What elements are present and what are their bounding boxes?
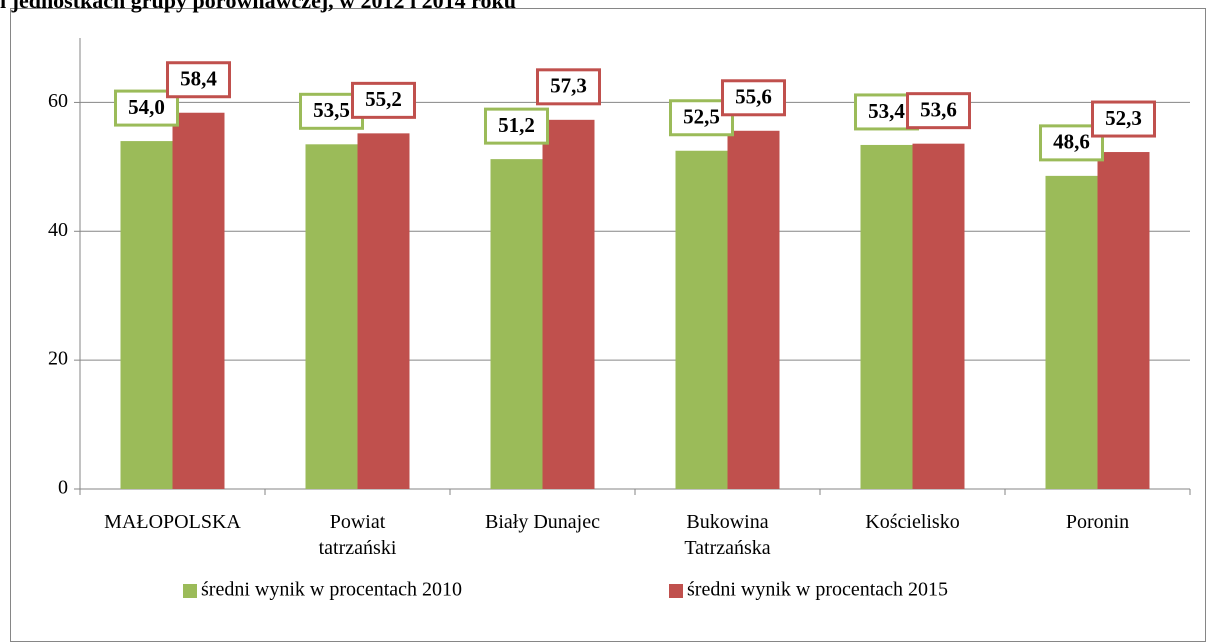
value-label-box	[721, 79, 786, 117]
x-tick-label: Powiat tatrzański	[319, 511, 397, 559]
bar	[1097, 152, 1150, 489]
value-label: 52,5	[683, 105, 720, 129]
bar	[542, 119, 595, 490]
value-label-box	[351, 81, 416, 119]
x-tick-label: Poronin	[1066, 511, 1129, 533]
bar	[727, 130, 780, 489]
y-tick-label: 40	[48, 219, 68, 241]
bar	[120, 141, 173, 490]
value-label: 58,4	[180, 67, 217, 91]
x-tick-label-line: Tatrzańska	[684, 537, 770, 559]
x-tick-label: Kościelisko	[865, 511, 959, 533]
bar	[912, 143, 965, 490]
bar	[172, 112, 225, 489]
value-label-box	[1091, 100, 1156, 138]
x-tick-label-line: Kościelisko	[865, 511, 959, 533]
x-tick-label: MAŁOPOLSKA	[104, 511, 241, 533]
x-tick-label-line: Biały Dunajec	[485, 511, 600, 533]
bar	[490, 159, 543, 489]
value-label: 57,3	[550, 74, 587, 98]
value-label: 53,6	[920, 97, 957, 121]
bar	[1045, 175, 1098, 489]
bar	[860, 144, 913, 490]
value-label-box	[906, 92, 971, 130]
legend-swatch	[669, 584, 683, 598]
value-label: 55,2	[365, 87, 402, 111]
value-label: 53,5	[313, 98, 350, 122]
legend-label: średni wynik w procentach 2010	[201, 579, 462, 601]
chart-title: i jednostkach grupy porównawczej, w 2012…	[0, 0, 516, 13]
value-label-box	[536, 68, 601, 106]
y-tick-label: 20	[48, 348, 68, 370]
value-label: 55,6	[735, 85, 772, 109]
x-tick-label-line: MAŁOPOLSKA	[104, 511, 241, 533]
value-label: 54,0	[128, 95, 165, 119]
bar	[357, 133, 410, 489]
value-label-box	[166, 61, 231, 99]
legend-swatch	[183, 584, 197, 598]
x-tick-label-line: Poronin	[1066, 511, 1129, 533]
value-label: 53,4	[868, 99, 905, 123]
y-tick-label: 0	[58, 477, 68, 499]
y-tick-label: 60	[48, 90, 68, 112]
x-tick-label-line: tatrzański	[319, 537, 397, 559]
x-tick-label-line: Bukowina	[686, 511, 768, 533]
x-tick-label: Biały Dunajec	[485, 511, 600, 533]
legend-label: średni wynik w procentach 2015	[687, 579, 948, 601]
value-label: 48,6	[1053, 130, 1090, 154]
x-tick-label-line: Powiat	[330, 511, 386, 533]
title-background	[0, 0, 760, 8]
value-label-box	[484, 107, 549, 145]
value-label: 52,3	[1105, 106, 1142, 130]
x-tick-label: Bukowina Tatrzańska	[684, 511, 770, 559]
value-label: 51,2	[498, 113, 535, 137]
bar	[675, 150, 728, 489]
bar	[305, 144, 358, 490]
